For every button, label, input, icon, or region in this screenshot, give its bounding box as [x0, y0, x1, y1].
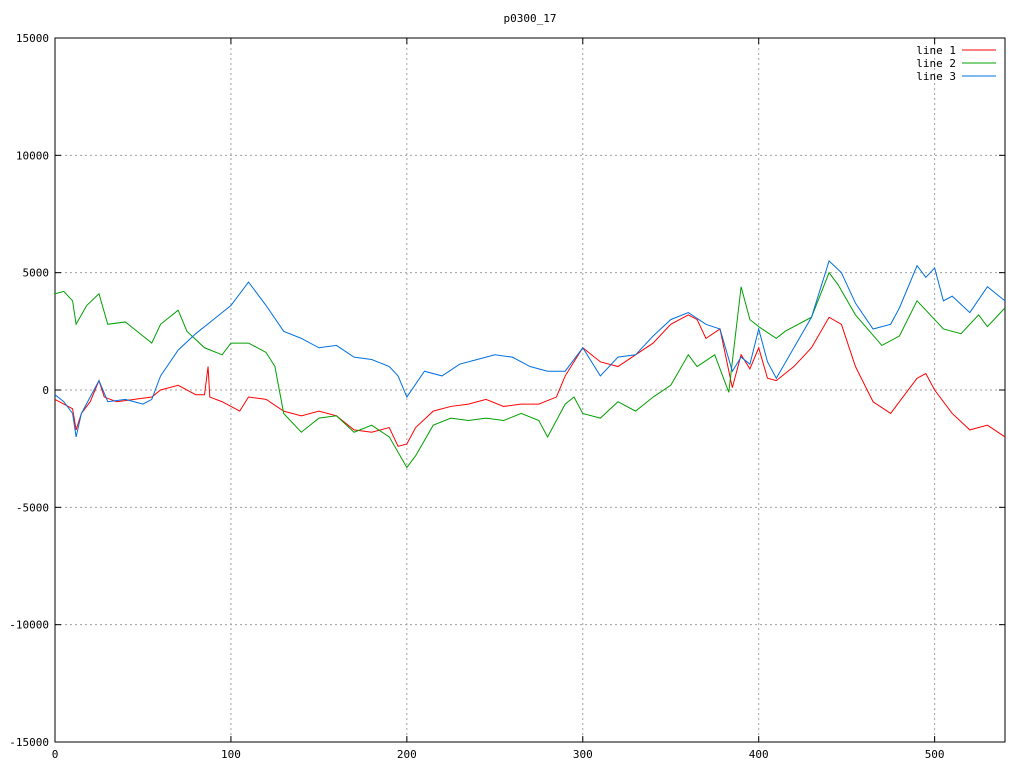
- series-layer: [54, 260, 1006, 469]
- legend-label: line 2: [916, 57, 956, 70]
- x-tick-label: 200: [397, 748, 417, 761]
- legend-label: line 3: [916, 70, 956, 83]
- y-tick-label: 10000: [16, 149, 49, 162]
- x-tick-label: 500: [925, 748, 945, 761]
- x-tick-label: 100: [221, 748, 241, 761]
- x-tick-label: 400: [749, 748, 769, 761]
- ticks-layer: -15000 -10000 -5000 0 5000 10000 15000 0 100 200 3…: [9, 32, 1005, 761]
- y-tick-label: 15000: [16, 32, 49, 45]
- y-tick-label: 0: [42, 384, 49, 397]
- legend-label: line 1: [916, 44, 956, 57]
- grid-layer: [55, 38, 1005, 742]
- y-tick-label: 5000: [23, 267, 50, 280]
- y-tick-label: -15000: [9, 736, 49, 749]
- x-tick-label: 0: [52, 748, 59, 761]
- series-line-3: [54, 260, 1006, 438]
- series-line-1: [54, 314, 1006, 447]
- series-line-2: [54, 271, 1006, 469]
- y-tick-label: -10000: [9, 619, 49, 632]
- chart-title: p0300_17: [504, 12, 557, 25]
- x-tick-label: 300: [573, 748, 593, 761]
- y-tick-label: -5000: [16, 501, 49, 514]
